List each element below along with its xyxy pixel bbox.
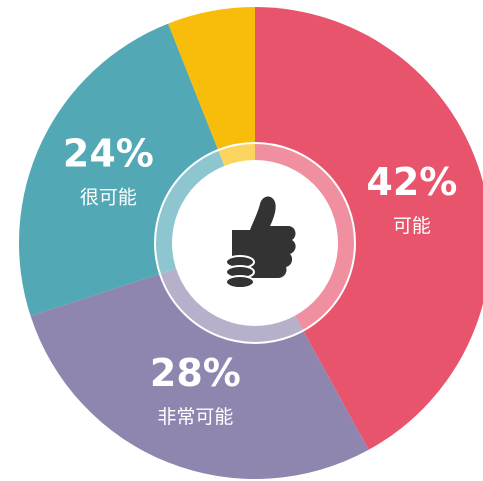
thumbs-up-icon: [225, 196, 296, 289]
category-label: 非常可能: [157, 406, 233, 428]
inner-ring-border: [154, 142, 356, 344]
value-label: 28%: [150, 351, 241, 395]
value-label: 24%: [63, 132, 154, 176]
category-label: 很可能: [80, 187, 137, 209]
slice: [255, 7, 483, 450]
category-label: 可能: [393, 215, 431, 237]
value-label: 42%: [366, 160, 457, 204]
